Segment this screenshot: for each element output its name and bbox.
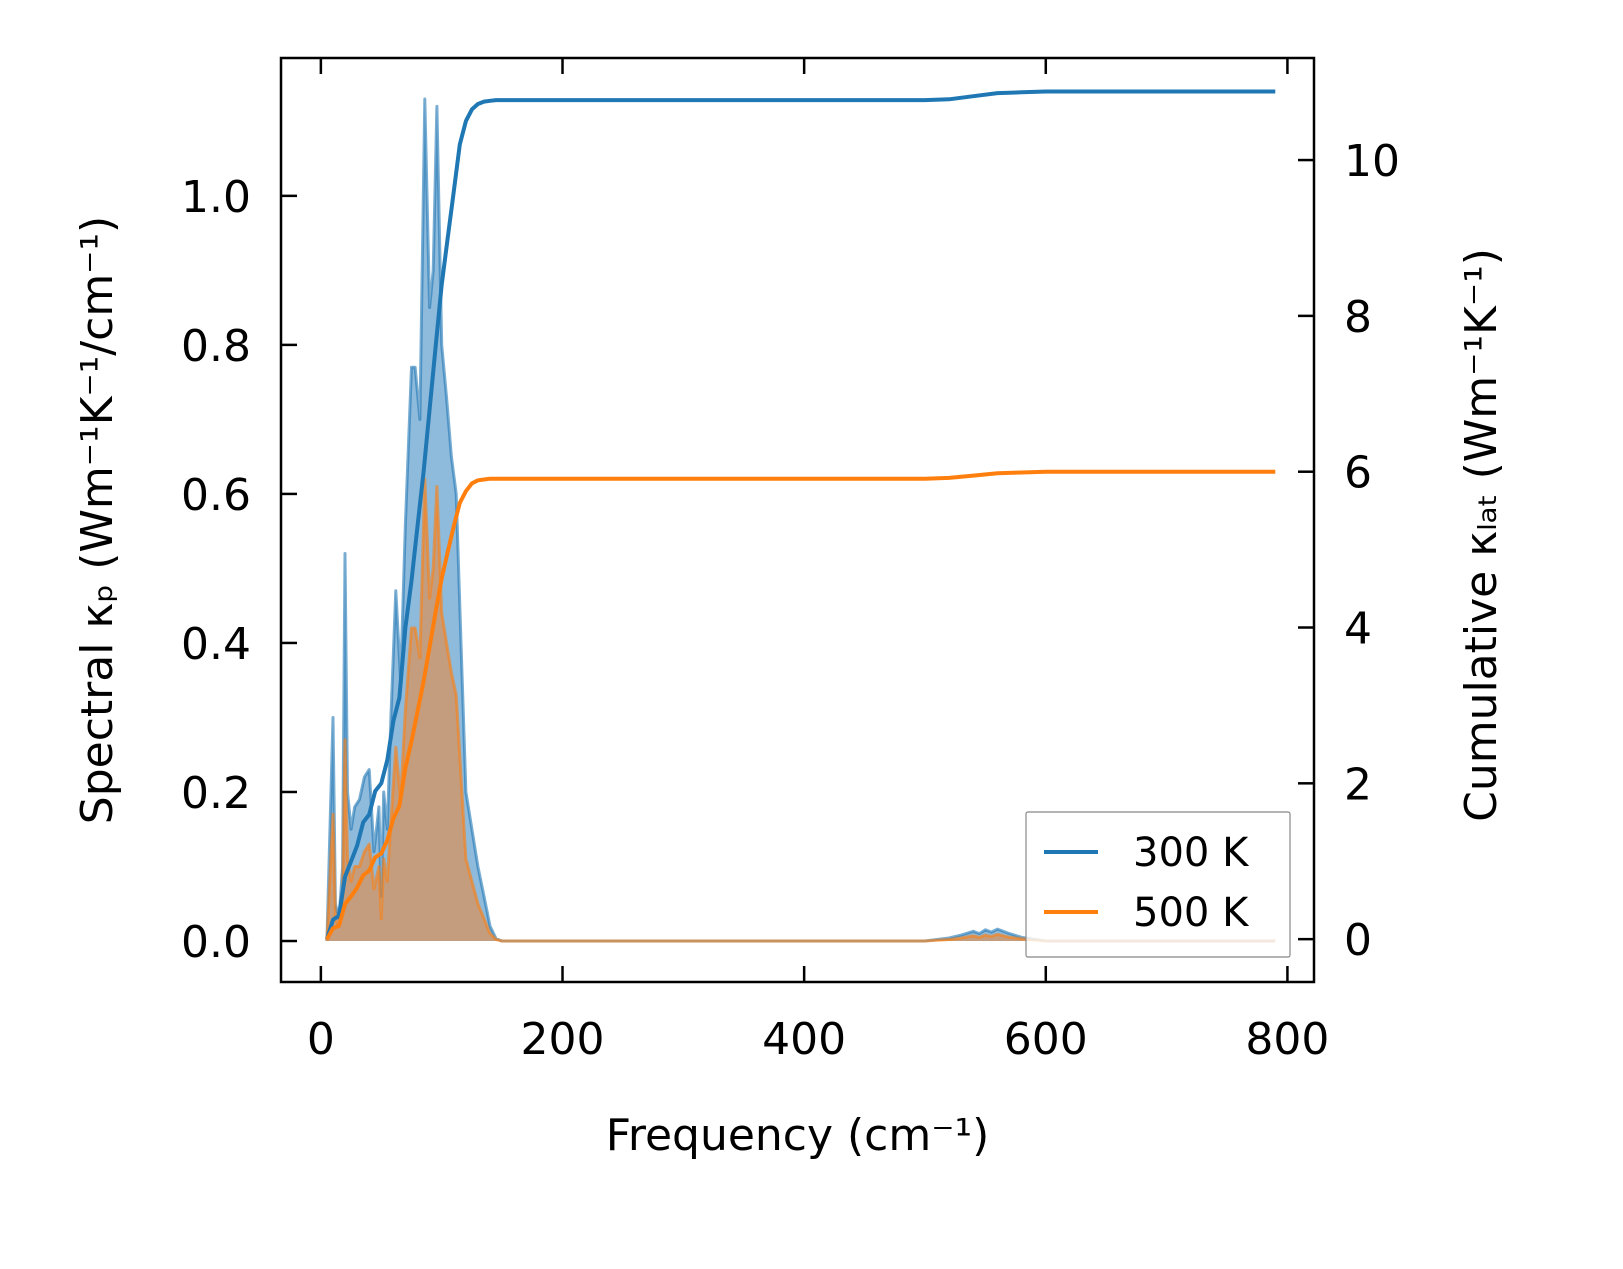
x-tick-label: 800	[1245, 1014, 1329, 1065]
axis-ticks	[281, 58, 1314, 982]
x-tick-label: 600	[1004, 1014, 1088, 1065]
cumulative-line-500k	[325, 469, 1276, 941]
left-y-tick-label: 0.8	[181, 321, 251, 372]
right-y-tick-label: 4	[1344, 604, 1372, 655]
left-y-axis-label: Spectral κₚ (Wm⁻¹K⁻¹/cm⁻¹)	[72, 216, 123, 824]
spectral-line-300k	[325, 97, 1276, 943]
plot-frame	[279, 56, 1316, 984]
spectral-line-500k	[325, 477, 1276, 943]
right-y-tick-label: 2	[1344, 759, 1372, 810]
series-lines	[324, 89, 1276, 941]
legend-label-300k: 300 K	[1133, 830, 1250, 876]
right-y-tick-label: 10	[1344, 136, 1400, 187]
right-y-tick-label: 6	[1344, 448, 1372, 499]
left-y-tick-label: 1.0	[181, 172, 251, 223]
x-tick-label: 400	[762, 1014, 846, 1065]
area-fills	[325, 97, 1276, 943]
right-y-axis-label: Cumulative κₗₐₜ (Wm⁻¹K⁻¹)	[1456, 248, 1507, 822]
left-y-tick-label: 0.4	[181, 619, 251, 670]
x-axis-label: Frequency (cm⁻¹)	[606, 1110, 990, 1161]
right-y-tick-label: 8	[1344, 292, 1372, 343]
spectral-area-500k	[326, 479, 1276, 941]
legend-label-500k: 500 K	[1133, 890, 1250, 936]
right-y-tick-label: 0	[1344, 915, 1372, 966]
tick-labels: 0 200 400 600 800 0.0 0.2 0.4 0.6 0.8 1.0 0 2 4 6 8 10	[181, 136, 1400, 1065]
left-y-tick-label: 0.0	[181, 917, 251, 968]
x-tick-label: 200	[521, 1014, 605, 1065]
legend-box	[1025, 811, 1291, 958]
left-y-tick-label: 0.6	[181, 470, 251, 521]
left-y-tick-label: 0.2	[181, 768, 251, 819]
legend: 300 K 500 K	[1025, 811, 1291, 958]
cumulative-line-300k	[324, 89, 1276, 940]
x-tick-label: 0	[307, 1014, 335, 1065]
